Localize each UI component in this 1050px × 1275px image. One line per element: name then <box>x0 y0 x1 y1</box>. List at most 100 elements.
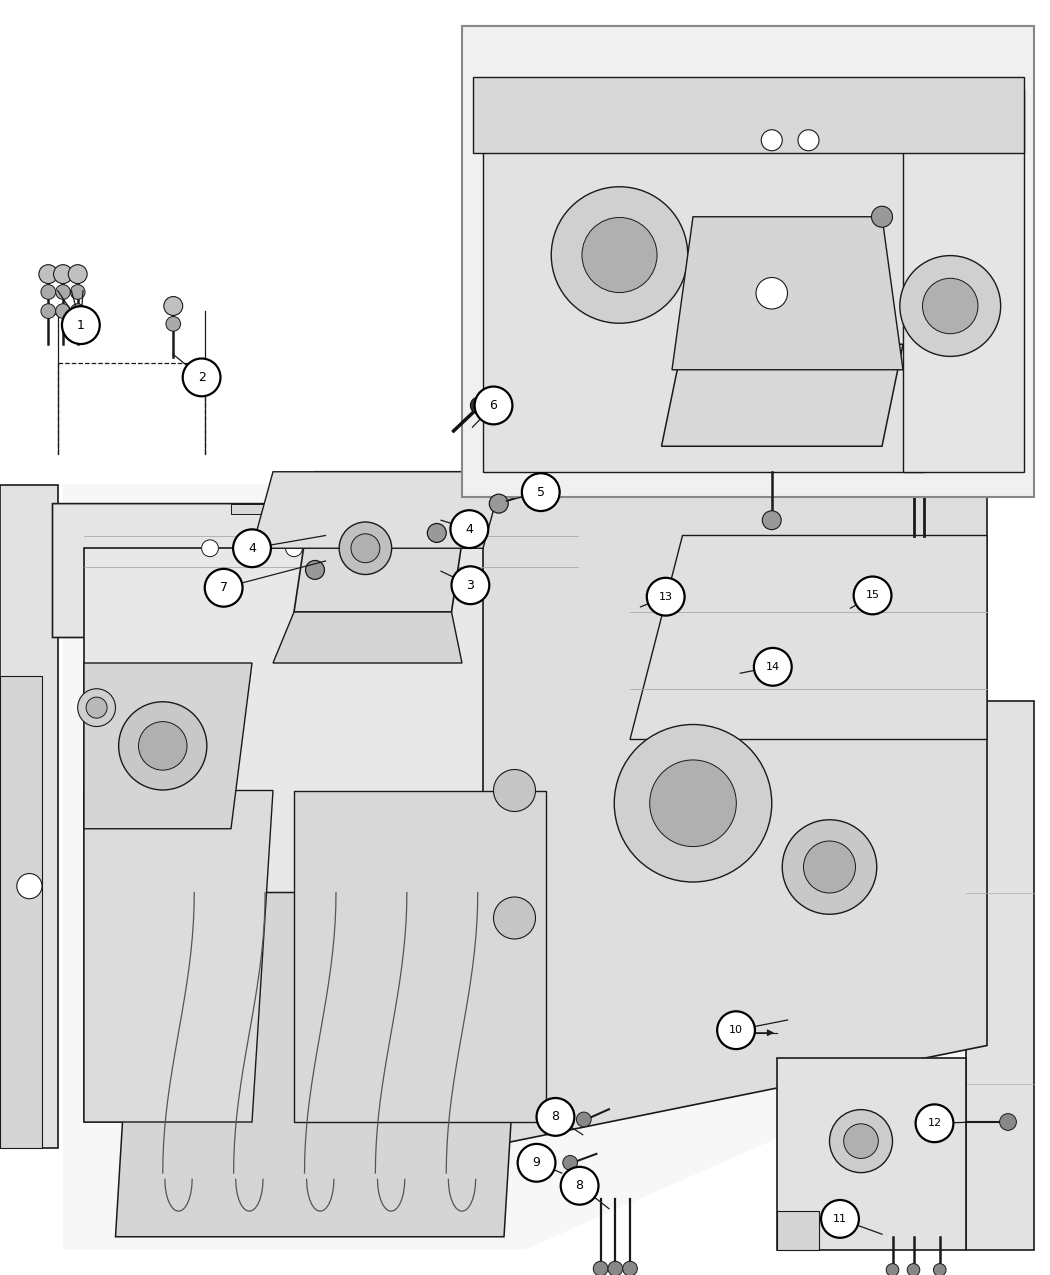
Ellipse shape <box>78 688 116 727</box>
Text: 13: 13 <box>658 592 673 602</box>
Ellipse shape <box>766 254 872 358</box>
Ellipse shape <box>1000 1113 1016 1131</box>
Ellipse shape <box>489 495 508 513</box>
Polygon shape <box>52 504 662 638</box>
Ellipse shape <box>233 529 271 567</box>
Polygon shape <box>662 344 903 446</box>
Polygon shape <box>252 472 504 548</box>
Ellipse shape <box>183 358 220 397</box>
Ellipse shape <box>717 1011 755 1049</box>
Polygon shape <box>0 484 58 1148</box>
Text: 10: 10 <box>729 1025 743 1035</box>
Ellipse shape <box>70 303 85 319</box>
Polygon shape <box>483 484 987 1148</box>
FancyBboxPatch shape <box>462 26 1034 497</box>
Polygon shape <box>630 536 987 740</box>
Ellipse shape <box>830 1109 892 1173</box>
Ellipse shape <box>537 1098 574 1136</box>
Polygon shape <box>84 663 252 829</box>
Polygon shape <box>672 217 903 370</box>
Polygon shape <box>966 701 1034 1250</box>
Polygon shape <box>231 504 399 514</box>
Ellipse shape <box>306 561 324 579</box>
Ellipse shape <box>886 1264 899 1275</box>
Ellipse shape <box>351 534 380 562</box>
Ellipse shape <box>494 898 536 938</box>
Ellipse shape <box>803 842 856 892</box>
Polygon shape <box>116 892 525 1237</box>
Text: 12: 12 <box>927 1118 942 1128</box>
Polygon shape <box>472 76 1024 153</box>
Polygon shape <box>84 548 546 1122</box>
Text: 4: 4 <box>465 523 474 536</box>
Text: 8: 8 <box>551 1111 560 1123</box>
Polygon shape <box>84 790 273 1122</box>
Ellipse shape <box>916 1104 953 1142</box>
Ellipse shape <box>62 306 100 344</box>
Ellipse shape <box>452 566 489 604</box>
Ellipse shape <box>286 539 302 557</box>
Ellipse shape <box>166 316 181 332</box>
Polygon shape <box>63 484 987 1250</box>
Ellipse shape <box>798 130 819 150</box>
Ellipse shape <box>370 539 386 557</box>
Ellipse shape <box>68 265 87 283</box>
Text: 3: 3 <box>466 579 475 592</box>
Ellipse shape <box>139 722 187 770</box>
Ellipse shape <box>56 303 70 319</box>
Ellipse shape <box>900 255 1001 357</box>
Polygon shape <box>294 472 472 612</box>
Polygon shape <box>777 1058 966 1250</box>
Ellipse shape <box>494 770 536 811</box>
Ellipse shape <box>623 1261 637 1275</box>
Ellipse shape <box>933 1264 946 1275</box>
Ellipse shape <box>650 760 736 847</box>
Ellipse shape <box>56 284 70 300</box>
Polygon shape <box>483 89 924 472</box>
Polygon shape <box>903 89 1024 472</box>
Text: 11: 11 <box>833 1214 847 1224</box>
Ellipse shape <box>844 1123 878 1159</box>
Ellipse shape <box>518 1144 555 1182</box>
Text: 9: 9 <box>532 1156 541 1169</box>
Ellipse shape <box>907 1264 920 1275</box>
Text: 1: 1 <box>77 319 85 332</box>
Text: 2: 2 <box>197 371 206 384</box>
Ellipse shape <box>923 278 978 334</box>
Ellipse shape <box>561 1167 598 1205</box>
Ellipse shape <box>551 186 688 324</box>
Ellipse shape <box>470 397 487 414</box>
Ellipse shape <box>70 284 85 300</box>
Text: 4: 4 <box>248 542 256 555</box>
Polygon shape <box>294 790 546 1122</box>
Text: 6: 6 <box>489 399 498 412</box>
Ellipse shape <box>647 578 685 616</box>
Ellipse shape <box>756 278 788 309</box>
Ellipse shape <box>872 207 892 227</box>
Ellipse shape <box>86 697 107 718</box>
Ellipse shape <box>41 284 56 300</box>
Ellipse shape <box>54 265 72 283</box>
Ellipse shape <box>821 1200 859 1238</box>
Ellipse shape <box>39 265 58 283</box>
Text: 5: 5 <box>537 486 545 499</box>
Ellipse shape <box>475 386 512 425</box>
Ellipse shape <box>339 521 392 575</box>
Text: 8: 8 <box>575 1179 584 1192</box>
Ellipse shape <box>854 576 891 615</box>
Ellipse shape <box>202 539 218 557</box>
Text: 7: 7 <box>219 581 228 594</box>
Ellipse shape <box>450 510 488 548</box>
Ellipse shape <box>164 297 183 315</box>
Text: 15: 15 <box>865 590 880 601</box>
Ellipse shape <box>582 218 657 292</box>
Ellipse shape <box>782 820 877 914</box>
Polygon shape <box>777 1211 819 1250</box>
Ellipse shape <box>119 701 207 790</box>
Ellipse shape <box>576 1112 591 1127</box>
Ellipse shape <box>205 569 243 607</box>
Ellipse shape <box>762 511 781 529</box>
Ellipse shape <box>17 873 42 899</box>
Text: 14: 14 <box>765 662 780 672</box>
Ellipse shape <box>41 303 56 319</box>
